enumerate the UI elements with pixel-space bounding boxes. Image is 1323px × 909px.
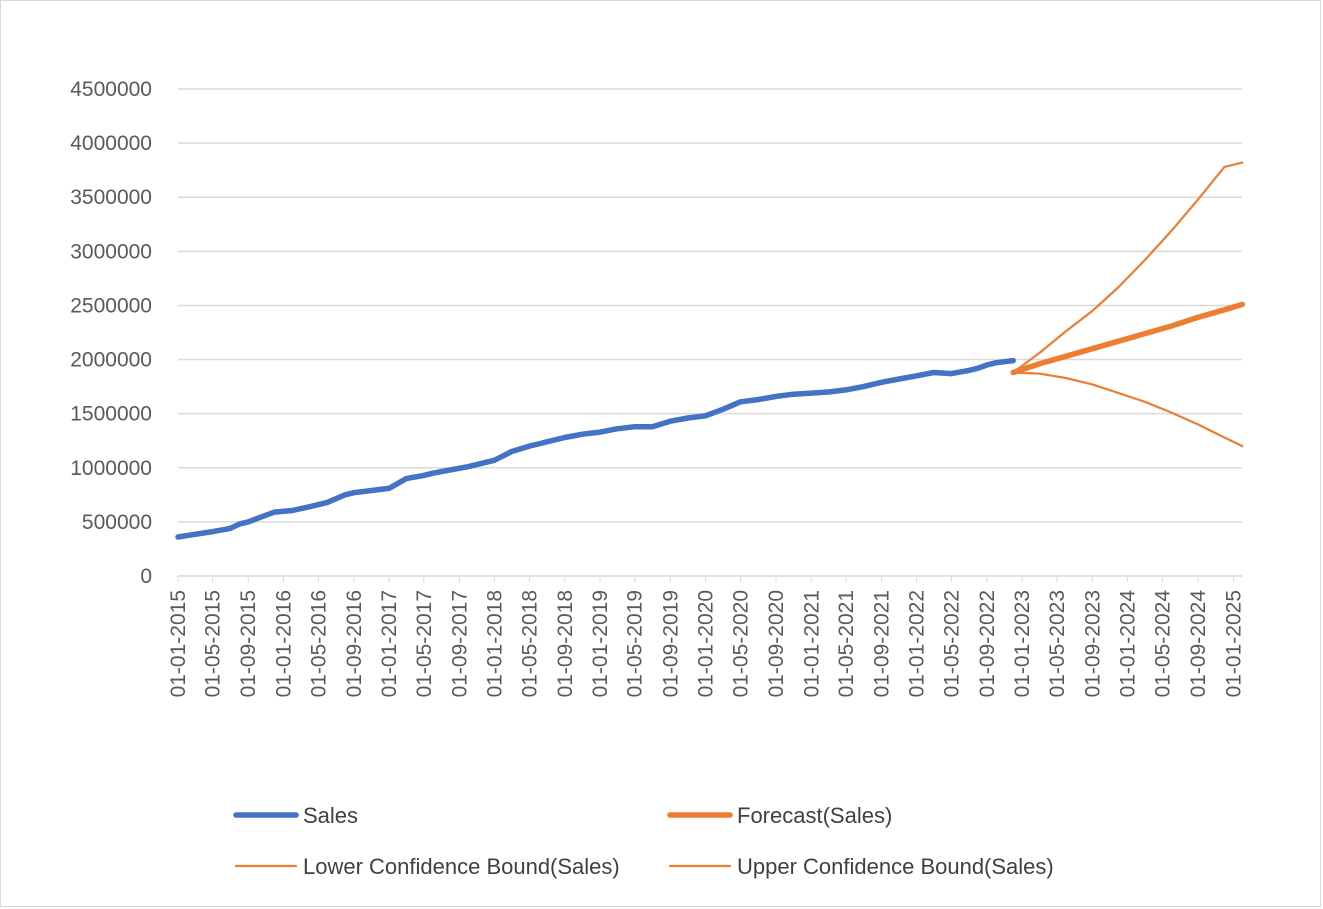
y-tick-label: 3000000 [70, 240, 152, 263]
y-axis-ticks: 0 500000 1000000 1500000 2000000 2500000 30000… [70, 78, 152, 588]
x-tick-label: 01-05-2019 [624, 590, 647, 697]
y-tick-label: 4000000 [70, 132, 152, 155]
y-tick-label: 3500000 [70, 186, 152, 209]
x-tick-label: 01-01-2020 [695, 590, 718, 697]
y-tick-label: 1000000 [70, 457, 152, 480]
y-tick-label: 2500000 [70, 294, 152, 317]
x-tick-label: 01-09-2021 [870, 590, 893, 697]
legend-label-lower-bound: Lower Confidence Bound(Sales) [303, 854, 620, 879]
series-line-sales [175, 357, 1016, 540]
x-tick-label: 01-05-2017 [413, 590, 436, 697]
x-tick-label: 01-09-2023 [1081, 590, 1104, 697]
x-tick-label: 01-09-2016 [343, 590, 366, 697]
x-tick-label: 01-05-2018 [518, 590, 541, 697]
x-tick-label: 01-09-2022 [976, 590, 999, 697]
y-tick-label: 1500000 [70, 403, 152, 426]
x-axis-ticks: 01-01-2015 01-05-2015 01-09-2015 01-01-2016… [167, 576, 1245, 697]
series-line-forecast [1010, 301, 1246, 376]
x-tick-label: 01-01-2017 [378, 590, 401, 697]
x-tick-label: 01-01-2015 [167, 590, 190, 697]
gridlines [178, 88, 1242, 577]
series-line-upper-bound [1012, 161, 1244, 374]
x-tick-label: 01-01-2025 [1222, 590, 1245, 697]
x-tick-label: 01-01-2021 [800, 590, 823, 697]
y-tick-label: 2000000 [70, 349, 152, 372]
x-tick-label: 01-09-2024 [1187, 590, 1210, 698]
legend: Sales Forecast(Sales) Lower Confidence B… [233, 803, 1054, 879]
series-line-lower-bound [1012, 371, 1244, 448]
x-tick-label: 01-05-2021 [835, 590, 858, 697]
x-tick-label: 01-09-2015 [237, 590, 260, 697]
x-tick-label: 01-05-2020 [729, 590, 752, 697]
legend-label-upper-bound: Upper Confidence Bound(Sales) [737, 854, 1054, 879]
x-tick-label: 01-05-2015 [202, 590, 225, 697]
y-tick-label: 500000 [82, 511, 152, 534]
x-tick-label: 01-05-2023 [1046, 590, 1069, 697]
x-tick-label: 01-01-2024 [1117, 590, 1140, 698]
x-tick-label: 01-01-2022 [906, 590, 929, 697]
x-tick-label: 01-01-2023 [1011, 590, 1034, 697]
series-lines [175, 161, 1246, 540]
x-tick-label: 01-09-2018 [554, 590, 577, 697]
y-tick-label: 0 [140, 565, 152, 588]
x-tick-label: 01-01-2016 [272, 590, 295, 697]
x-tick-label: 01-09-2019 [659, 590, 682, 697]
y-tick-label: 4500000 [70, 78, 152, 101]
x-tick-label: 01-01-2018 [484, 590, 507, 697]
legend-label-forecast: Forecast(Sales) [737, 803, 892, 828]
x-tick-label: 01-01-2019 [589, 590, 612, 697]
x-tick-label: 01-09-2020 [765, 590, 788, 697]
legend-label-sales: Sales [303, 803, 358, 828]
x-tick-label: 01-09-2017 [448, 590, 471, 697]
x-tick-label: 01-05-2016 [307, 590, 330, 697]
x-tick-label: 01-05-2024 [1152, 590, 1175, 698]
x-tick-label: 01-05-2022 [940, 590, 963, 697]
